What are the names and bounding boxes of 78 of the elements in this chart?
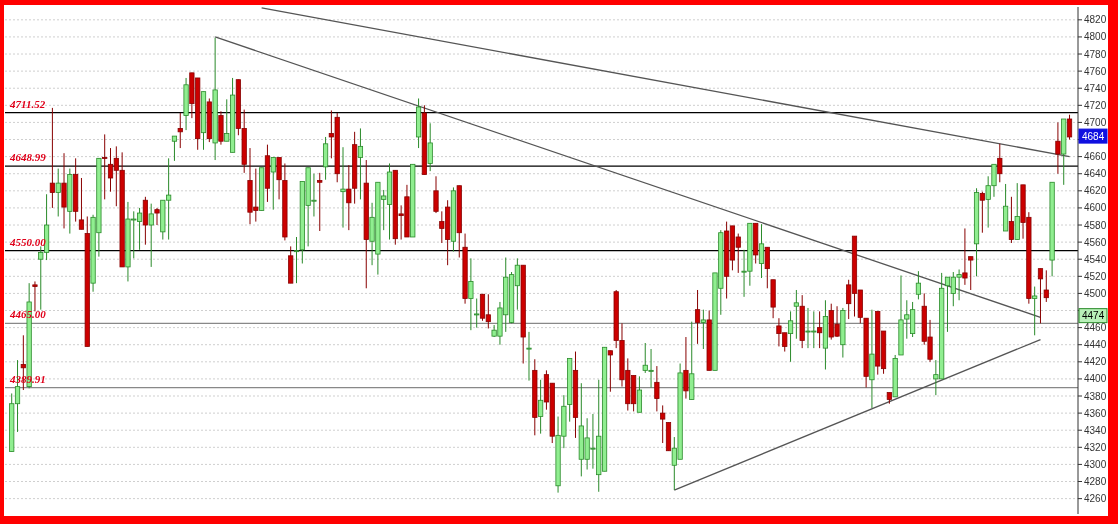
candlestick (171, 135, 178, 162)
y-tick-label: 4380 (1084, 390, 1107, 402)
candlestick (1032, 286, 1038, 336)
y-tick-label: 4260 (1084, 493, 1107, 505)
candlestick (154, 207, 160, 226)
candlestick (61, 152, 67, 229)
y-tick-label: 4660 (1084, 151, 1107, 163)
annotation: 4684 (1082, 130, 1105, 142)
y-tick-label: 4740 (1084, 82, 1107, 94)
y-tick-label: 4460 (1084, 322, 1107, 334)
candlestick (78, 177, 85, 230)
candlestick (340, 146, 346, 229)
y-tick-label: 4400 (1084, 373, 1107, 385)
candlestick (276, 156, 282, 200)
candlestick (317, 172, 323, 232)
candlestick (1066, 114, 1073, 141)
candlestick (526, 331, 532, 382)
candlestick (1037, 268, 1044, 324)
candlestick (49, 107, 55, 209)
candlestick (357, 127, 364, 200)
candlestick (636, 375, 643, 413)
annotation: 4474 (1082, 310, 1105, 322)
candlestick (758, 223, 765, 279)
candlestick (427, 122, 433, 172)
candlestick (700, 309, 706, 350)
candlestick (962, 227, 968, 286)
candlestick (979, 191, 985, 234)
candlestick (148, 203, 154, 268)
y-tick-label: 4340 (1084, 424, 1107, 436)
candlestick (32, 280, 38, 312)
candlestick (177, 112, 183, 149)
y-tick-label: 4720 (1084, 99, 1107, 111)
candlestick (1055, 121, 1061, 175)
y-tick-label: 4280 (1084, 476, 1107, 488)
y-tick-label: 4620 (1084, 185, 1107, 197)
candlestick (694, 289, 701, 345)
candlestick (654, 365, 660, 412)
y-tick-label: 4580 (1084, 219, 1107, 231)
y-tick-label: 4640 (1084, 168, 1107, 180)
y-tick-label: 4560 (1084, 236, 1107, 248)
y-tick-label: 4500 (1084, 287, 1107, 299)
y-tick-label: 4520 (1084, 270, 1107, 282)
y-tick-label: 4420 (1084, 356, 1107, 368)
y-tick-label: 4820 (1084, 14, 1107, 26)
candlestick (433, 175, 439, 214)
candlestick (474, 298, 480, 329)
y-tick-label: 4540 (1084, 253, 1107, 265)
y-tick-label: 4600 (1084, 202, 1107, 214)
y-tick-label: 4800 (1084, 31, 1107, 43)
y-tick-label: 4320 (1084, 441, 1107, 453)
candlestick (660, 404, 666, 444)
candlestick (683, 336, 689, 400)
candlestick (764, 246, 770, 289)
candlestick (793, 289, 799, 340)
candlestick (1008, 196, 1014, 244)
ref-line-label: 4711.52 (9, 97, 46, 110)
y-tick-label: 4700 (1084, 116, 1107, 128)
y-tick-label: 4440 (1084, 339, 1107, 351)
candlestick (787, 310, 794, 363)
y-tick-label: 4300 (1084, 458, 1107, 470)
y-tick-label: 4360 (1084, 407, 1107, 419)
y-tick-label: 4760 (1084, 65, 1107, 77)
candlestick (607, 350, 613, 393)
candlestick (55, 168, 61, 217)
candlestick (468, 257, 474, 331)
candlestick (968, 256, 974, 291)
candlestick (270, 156, 276, 211)
candlestick (997, 143, 1003, 183)
y-tick-label: 4780 (1084, 48, 1107, 60)
candlestick (538, 379, 544, 435)
candlestick (322, 136, 329, 181)
candlestick (293, 236, 300, 284)
candlestick (1014, 182, 1020, 241)
candlestick (1043, 269, 1049, 303)
candlestick (102, 133, 108, 200)
candlestick (915, 270, 921, 300)
candlestick (817, 310, 823, 349)
ref-line-label: 4648.99 (9, 151, 47, 164)
